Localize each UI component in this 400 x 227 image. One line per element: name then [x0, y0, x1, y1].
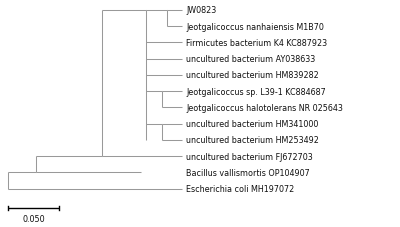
- Text: Jeotgalicoccus halotolerans NR 025643: Jeotgalicoccus halotolerans NR 025643: [186, 104, 343, 112]
- Text: uncultured bacterium FJ672703: uncultured bacterium FJ672703: [186, 152, 313, 161]
- Text: Firmicutes bacterium K4 KC887923: Firmicutes bacterium K4 KC887923: [186, 39, 327, 48]
- Text: Bacillus vallismortis OP104907: Bacillus vallismortis OP104907: [186, 168, 310, 177]
- Text: Jeotgalicoccus nanhaiensis M1B70: Jeotgalicoccus nanhaiensis M1B70: [186, 22, 324, 32]
- Text: JW0823: JW0823: [186, 6, 216, 15]
- Text: Jeotgalicoccus sp. L39-1 KC884687: Jeotgalicoccus sp. L39-1 KC884687: [186, 87, 326, 96]
- Text: uncultured bacterium AY038633: uncultured bacterium AY038633: [186, 55, 316, 64]
- Text: uncultured bacterium HM839282: uncultured bacterium HM839282: [186, 71, 319, 80]
- Text: Escherichia coli MH197072: Escherichia coli MH197072: [186, 184, 294, 193]
- Text: 0.050: 0.050: [22, 214, 45, 223]
- Text: uncultured bacterium HM253492: uncultured bacterium HM253492: [186, 136, 319, 145]
- Text: uncultured bacterium HM341000: uncultured bacterium HM341000: [186, 120, 318, 128]
